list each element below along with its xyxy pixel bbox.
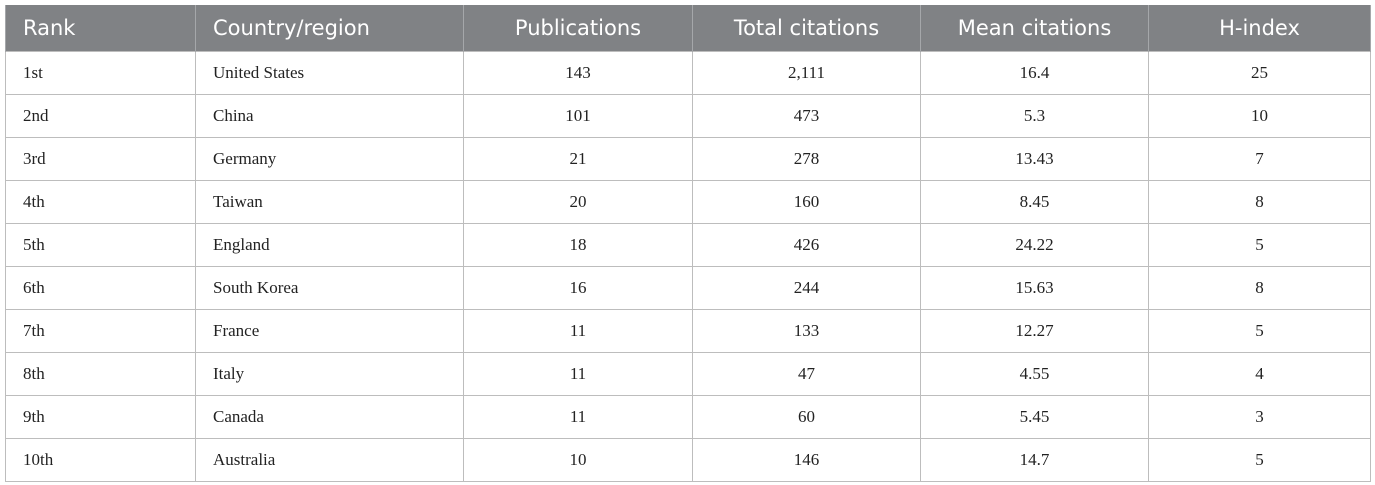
table-cell: 3 [1148, 395, 1371, 439]
table-row: 5th England 18 426 24.22 5 [5, 223, 1371, 267]
table-cell: South Korea [195, 266, 464, 310]
table-cell: 15.63 [920, 266, 1149, 310]
table-cell: 2,111 [692, 51, 921, 95]
table-cell: 8th [5, 352, 196, 396]
header-row: Rank Country/region Publications Total cita… [5, 5, 1371, 52]
table-row: 9th Canada 11 60 5.45 3 [5, 395, 1371, 439]
table-cell: 18 [463, 223, 693, 267]
table-cell: 20 [463, 180, 693, 224]
table-cell: 10 [463, 438, 693, 482]
table-cell: 160 [692, 180, 921, 224]
table-cell: 426 [692, 223, 921, 267]
table-cell: 11 [463, 309, 693, 353]
table-cell: 5 [1148, 309, 1371, 353]
table-row: 1st United States 143 2,111 16.4 25 [5, 51, 1371, 95]
table-cell: 25 [1148, 51, 1371, 95]
table-cell: Germany [195, 137, 464, 181]
table-cell: 11 [463, 395, 693, 439]
table-cell: 146 [692, 438, 921, 482]
table-cell: 60 [692, 395, 921, 439]
table-cell: 4.55 [920, 352, 1149, 396]
table-cell: 278 [692, 137, 921, 181]
header-cell: Mean citations [920, 5, 1149, 52]
table-cell: 47 [692, 352, 921, 396]
table-cell: 3rd [5, 137, 196, 181]
table-cell: 4th [5, 180, 196, 224]
header-cell: Publications [463, 5, 693, 52]
table-cell: 12.27 [920, 309, 1149, 353]
table-cell: 4 [1148, 352, 1371, 396]
header-cell: Total citations [692, 5, 921, 52]
table-cell: 5.3 [920, 94, 1149, 138]
table-cell: Australia [195, 438, 464, 482]
header-cell: Rank [5, 5, 196, 52]
table-row: 2nd China 101 473 5.3 10 [5, 94, 1371, 138]
table-cell: 24.22 [920, 223, 1149, 267]
table-cell: 8.45 [920, 180, 1149, 224]
table-cell: 7th [5, 309, 196, 353]
table-cell: 5th [5, 223, 196, 267]
table-cell: 13.43 [920, 137, 1149, 181]
table-cell: 10 [1148, 94, 1371, 138]
table-cell: United States [195, 51, 464, 95]
table-cell: 5.45 [920, 395, 1149, 439]
table-cell: Taiwan [195, 180, 464, 224]
table-row: 10th Australia 10 146 14.7 5 [5, 438, 1371, 482]
header-cell: H-index [1148, 5, 1371, 52]
table-row: 7th France 11 133 12.27 5 [5, 309, 1371, 353]
table-cell: 101 [463, 94, 693, 138]
table-row: 4th Taiwan 20 160 8.45 8 [5, 180, 1371, 224]
table-cell: Italy [195, 352, 464, 396]
data-table: Rank Country/region Publications Total cita… [5, 5, 1371, 482]
table-cell: 244 [692, 266, 921, 310]
table-cell: 8 [1148, 266, 1371, 310]
table-cell: 14.7 [920, 438, 1149, 482]
table-cell: 8 [1148, 180, 1371, 224]
table-row: 8th Italy 11 47 4.55 4 [5, 352, 1371, 396]
table-cell: 2nd [5, 94, 196, 138]
table-cell: 16 [463, 266, 693, 310]
table-cell: 21 [463, 137, 693, 181]
table-cell: 143 [463, 51, 693, 95]
table-body: 1st United States 143 2,111 16.4 25 2nd China 10… [5, 51, 1371, 482]
table-cell: 9th [5, 395, 196, 439]
table-cell: 133 [692, 309, 921, 353]
table-cell: 7 [1148, 137, 1371, 181]
header-cell: Country/region [195, 5, 464, 52]
table-row: 6th South Korea 16 244 15.63 8 [5, 266, 1371, 310]
table-cell: 1st [5, 51, 196, 95]
table-cell: France [195, 309, 464, 353]
table-cell: 5 [1148, 438, 1371, 482]
table-row: 3rd Germany 21 278 13.43 7 [5, 137, 1371, 181]
table-cell: Canada [195, 395, 464, 439]
table-cell: 6th [5, 266, 196, 310]
table-cell: China [195, 94, 464, 138]
table-cell: 10th [5, 438, 196, 482]
table-cell: 5 [1148, 223, 1371, 267]
table-cell: 16.4 [920, 51, 1149, 95]
table-cell: 11 [463, 352, 693, 396]
table-cell: 473 [692, 94, 921, 138]
table-cell: England [195, 223, 464, 267]
